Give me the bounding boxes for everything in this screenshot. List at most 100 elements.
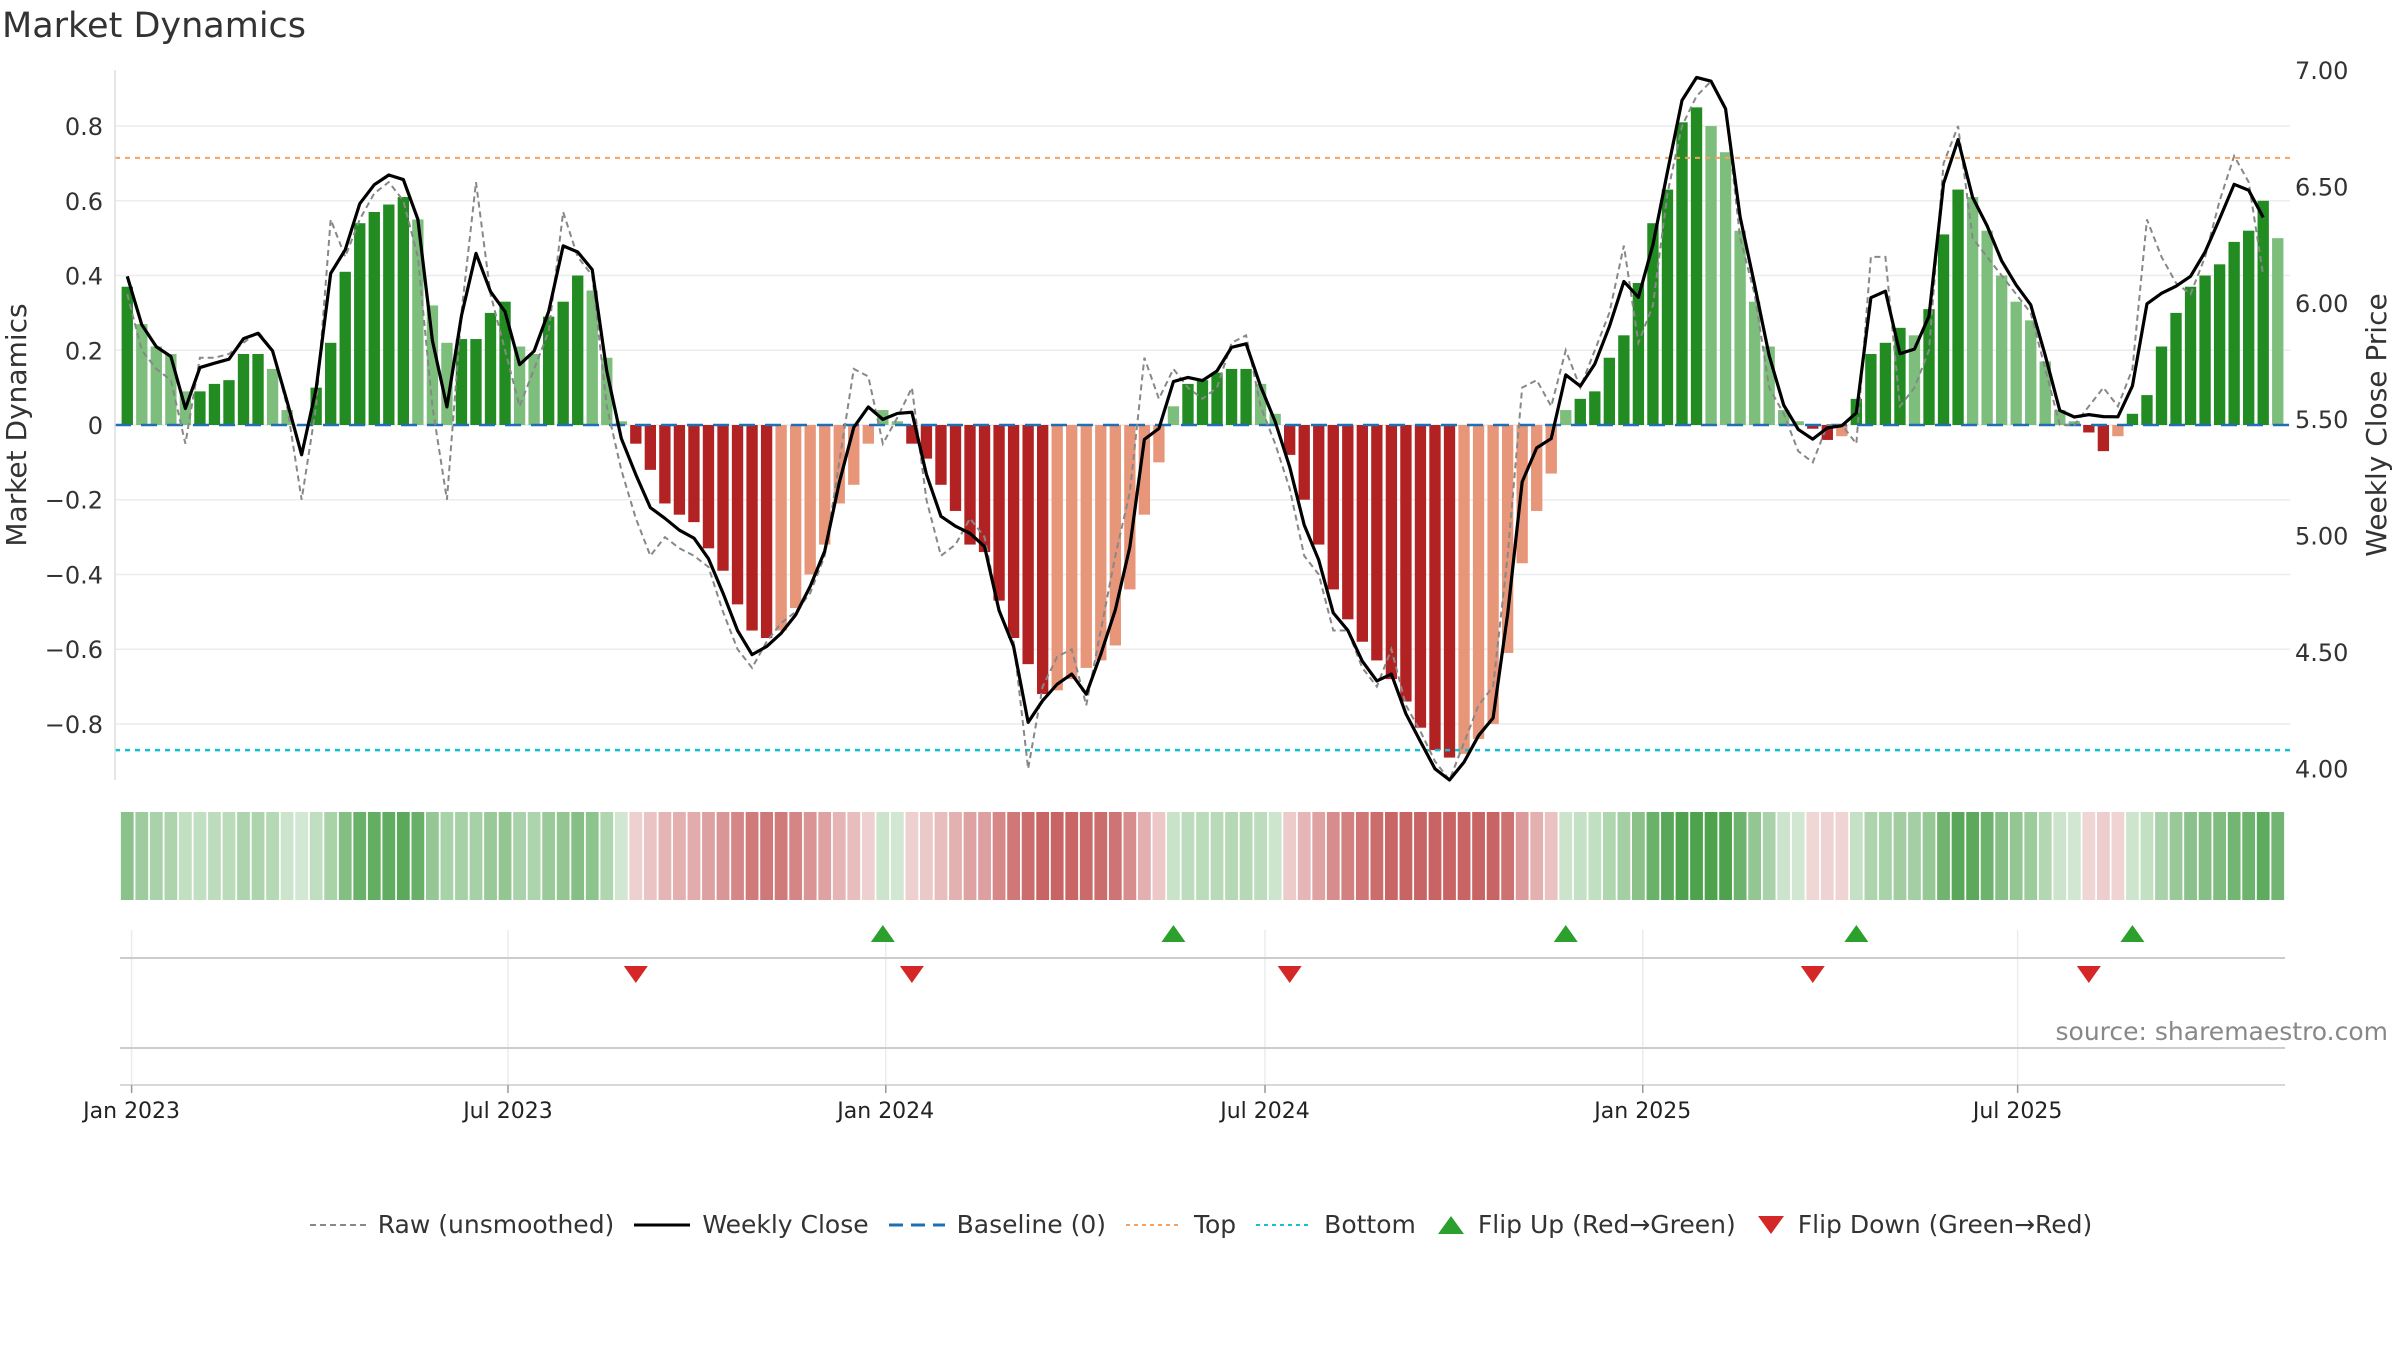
regime-cell (193, 812, 207, 900)
dynamics-bar (1153, 425, 1165, 463)
regime-cell (2126, 812, 2139, 900)
regime-cell (2198, 812, 2212, 900)
regime-cell (295, 812, 309, 900)
regime-cell (1602, 812, 1616, 900)
regime-cell (1995, 812, 2009, 900)
y-tick-label: −0.2 (45, 487, 103, 515)
dynamics-bar (848, 425, 860, 485)
dynamics-bar (1836, 425, 1848, 437)
regime-cell (556, 812, 570, 900)
dynamics-bar (513, 346, 526, 425)
y2-tick-label: 4.00 (2295, 755, 2348, 783)
regime-cell (1748, 812, 1762, 900)
regime-cell (2140, 812, 2154, 900)
regime-cell (280, 812, 294, 900)
weekly-close-line (125, 75, 2265, 782)
regime-cell (2184, 812, 2197, 900)
regime-cell (1443, 812, 1456, 900)
dynamics-bar (702, 425, 715, 549)
regime-cell (905, 812, 919, 900)
dynamics-bar (194, 391, 206, 425)
chart-title: Market Dynamics (2, 6, 307, 46)
dynamics-bar (1298, 425, 1310, 500)
dynamics-bar (1211, 372, 1223, 425)
dynamics-bar (484, 312, 497, 425)
legend-label-top: Top (1193, 1210, 1237, 1239)
regime-cell (1094, 812, 1108, 900)
dynamics-bar (412, 219, 424, 425)
dynamics-bar (1719, 152, 1732, 426)
dynamics-bar (1458, 425, 1470, 754)
regime-cell (1849, 812, 1863, 900)
regime-cell (396, 812, 410, 900)
regime-cell (571, 812, 585, 900)
regime-cell (876, 812, 890, 900)
regime-cell (338, 812, 352, 900)
dynamics-bar (1966, 197, 1979, 425)
regime-cell (1254, 812, 1268, 900)
regime-cell (1297, 812, 1311, 900)
y2-axis-label: Weekly Close Price (2360, 293, 2393, 556)
regime-cell (992, 812, 1006, 900)
dynamics-bar (1981, 230, 1993, 425)
dynamics-bar (1400, 425, 1412, 702)
dynamics-bar (688, 425, 700, 523)
regime-cell (178, 812, 192, 900)
regime-cell (1690, 812, 1703, 900)
regime-cell (2053, 812, 2067, 900)
dynamics-bar (136, 324, 148, 425)
dynamics-bar (1574, 398, 1586, 425)
dynamics-bar (731, 425, 744, 605)
dynamics-bar (1807, 425, 1819, 429)
legend-label-flip-up: Flip Up (Red→Green) (1477, 1210, 1736, 1239)
dynamics-bar (310, 387, 322, 425)
dynamics-bar (1778, 410, 1790, 425)
solid-black-line-icon (634, 1223, 691, 1226)
regime-cell (658, 812, 672, 900)
regime-cell (716, 812, 730, 900)
dynamics-bar (2141, 395, 2153, 425)
regime-cell (1719, 812, 1732, 900)
dynamics-bar (1560, 410, 1572, 425)
dynamics-bar (2112, 425, 2124, 437)
dynamics-bar (237, 354, 250, 425)
dynamics-bar (775, 425, 787, 631)
x-tick-label: Jan 2024 (835, 1099, 934, 1124)
y-tick-label: 0.2 (65, 337, 103, 365)
regime-cell (629, 812, 643, 900)
dynamics-bar (1080, 425, 1092, 668)
regime-cell (411, 812, 425, 900)
regime-cell (1370, 812, 1384, 900)
dynamics-bar (1632, 283, 1645, 425)
dashed-gray-line-icon (309, 1223, 366, 1226)
regime-cell (2082, 812, 2096, 900)
dynamics-bar (499, 301, 511, 425)
regime-cell (2155, 812, 2168, 900)
regime-cell (440, 812, 454, 900)
dynamics-bar (1472, 425, 1485, 739)
regime-cell (251, 812, 265, 900)
dynamics-bar (2010, 301, 2022, 425)
dynamics-bar (1661, 189, 1674, 425)
regime-cell (687, 812, 701, 900)
regime-cell (1937, 812, 1950, 900)
dynamics-bar (2213, 264, 2226, 425)
axes: 0.8 0.6 0.4 0.2 0 −0.2 −0.4 −0.6 −0.8 7.00 6.50 6.0… (0, 57, 2393, 1124)
y-tick-label: 0.6 (65, 188, 103, 216)
regime-cell (455, 812, 468, 900)
dynamics-bar (804, 425, 816, 575)
dynamics-bar (2083, 425, 2095, 433)
x-tick-label: Jan 2023 (81, 1099, 180, 1124)
dynamics-bar (339, 271, 351, 425)
legend-label-baseline: Baseline (0) (956, 1210, 1106, 1239)
regime-cell (702, 812, 715, 900)
regime-cell (309, 812, 323, 900)
regime-cell (1123, 812, 1137, 900)
regime-cell (2227, 812, 2241, 900)
regime-cell (760, 812, 773, 900)
legend-item-flip-down: Flip Down (Green→Red) (1754, 1210, 2092, 1239)
regime-cell (818, 812, 832, 900)
regime-cell (1384, 812, 1398, 900)
dynamics-bar (1647, 223, 1659, 425)
x-tick-label: Jul 2025 (1971, 1099, 2063, 1124)
